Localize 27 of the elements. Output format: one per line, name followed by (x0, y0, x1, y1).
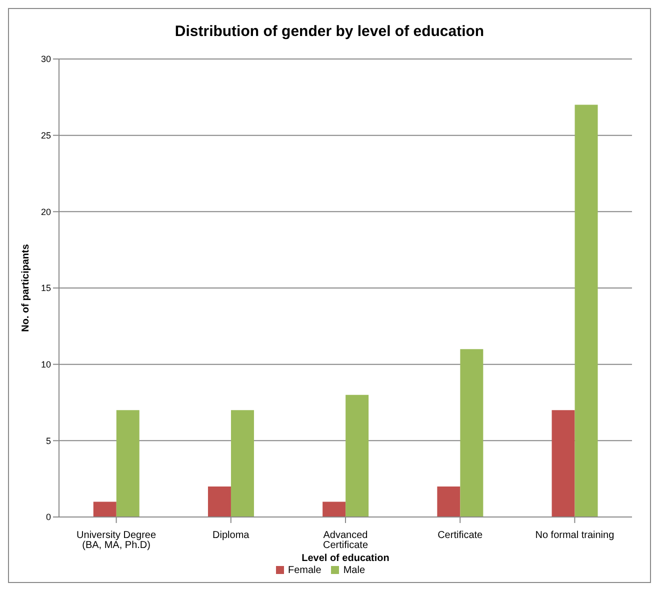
x-tick-label: Diploma (212, 530, 250, 542)
bar (574, 104, 598, 517)
y-axis-title: No. of participants (20, 244, 32, 332)
bar (460, 349, 484, 517)
bar (552, 410, 575, 517)
bar (116, 410, 140, 517)
bar (437, 486, 460, 517)
y-tick-label: 15 (40, 283, 51, 294)
x-tick-label: Certificate (438, 530, 484, 542)
x-axis-title: Level of education (302, 553, 390, 564)
y-tick-label: 0 (46, 512, 51, 522)
y-tick-label: 25 (40, 130, 51, 141)
chart-title: Distribution of gender by level of education (174, 22, 486, 42)
legend-label: Female (288, 565, 322, 576)
y-tick-label: 30 (40, 54, 51, 64)
x-tick-label: University Degree (BA, MA, Ph.D) (76, 530, 156, 552)
y-tick-label: 20 (40, 206, 51, 217)
bar (208, 486, 231, 517)
legend-label: Male (343, 565, 366, 576)
x-tick-label: No formal training (535, 530, 614, 542)
y-tick-label: 5 (46, 436, 51, 446)
bar (93, 502, 116, 517)
bar (346, 394, 369, 517)
bar (230, 410, 254, 517)
bar (322, 502, 346, 517)
y-tick-label: 10 (40, 360, 51, 370)
x-tick-label: Advanced Certificate (322, 530, 368, 552)
